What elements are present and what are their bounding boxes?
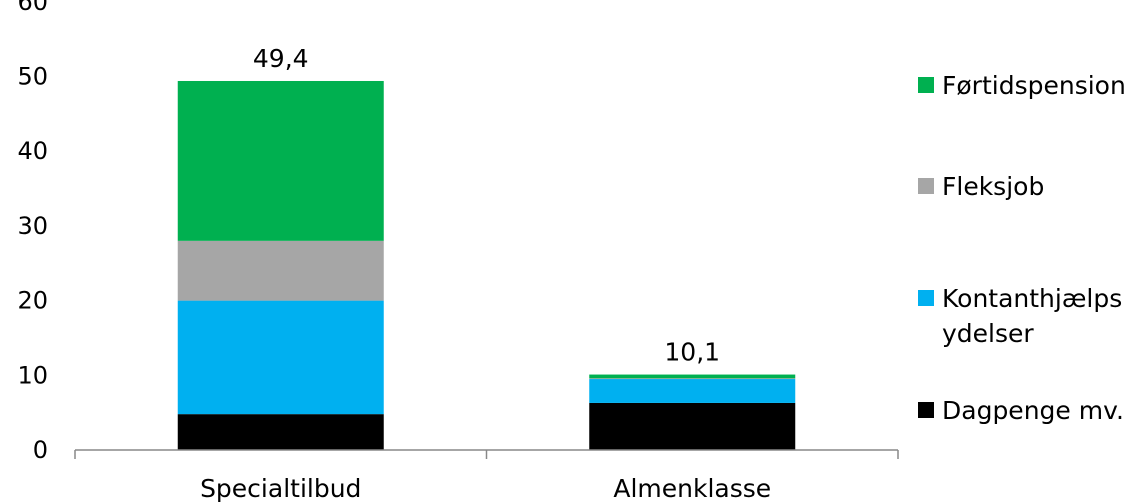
bar-segment: [589, 379, 796, 403]
bar-segment: [177, 80, 384, 241]
x-axis: Specialtilbud Almenklasse: [74, 449, 899, 503]
bar-segment: [589, 402, 796, 450]
bar-segment: [589, 374, 796, 379]
data-labels: 49,4 10,1: [253, 44, 720, 367]
bar-segment: [177, 300, 384, 415]
legend-label: Dagpenge mv.: [942, 396, 1124, 425]
legend-label: Kontanthjælps: [942, 284, 1122, 313]
y-tick-label: 20: [17, 287, 48, 315]
category-label: Specialtilbud: [200, 474, 361, 503]
y-axis: 0 10 20 30 40 50 60: [17, 0, 48, 464]
legend-swatch: [918, 402, 934, 418]
y-tick-label: 30: [17, 212, 48, 240]
category-label: Almenklasse: [613, 474, 771, 503]
bars: [177, 80, 796, 450]
y-tick-label: 50: [17, 63, 48, 91]
y-tick-label: 60: [17, 0, 48, 16]
bar-segment: [589, 378, 796, 380]
legend-swatch: [918, 178, 934, 194]
y-tick-label: 40: [17, 137, 48, 165]
legend-swatch: [918, 77, 934, 93]
legend-label: ydelser: [942, 319, 1034, 348]
legend: Førtidspension Fleksjob Kontanthjælps ydels…: [918, 71, 1126, 425]
legend-label: Fleksjob: [942, 172, 1044, 201]
y-tick-label: 10: [17, 361, 48, 389]
bar-segment: [177, 414, 384, 450]
y-tick-label: 0: [33, 436, 48, 464]
total-label: 49,4: [253, 44, 309, 73]
bar-segment: [177, 240, 384, 301]
total-label: 10,1: [664, 338, 720, 367]
legend-swatch: [918, 290, 934, 306]
legend-label: Førtidspension: [942, 71, 1126, 100]
